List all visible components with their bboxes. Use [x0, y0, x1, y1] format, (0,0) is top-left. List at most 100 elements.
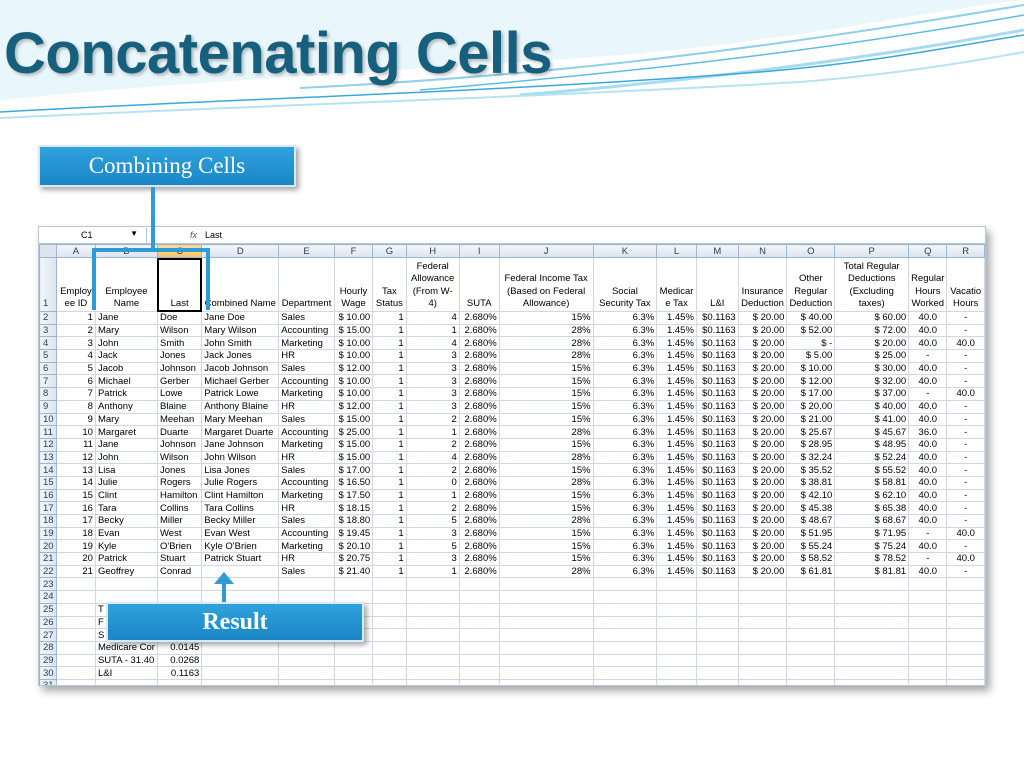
- cell[interactable]: Jones: [156, 463, 203, 477]
- cell[interactable]: $ 20.00: [737, 475, 788, 490]
- cell[interactable]: 6.3%: [592, 425, 658, 439]
- cell[interactable]: Anthony: [94, 399, 158, 414]
- cell[interactable]: Accounting: [278, 323, 335, 338]
- cell[interactable]: [737, 577, 788, 592]
- cell[interactable]: $ 41.00: [834, 412, 910, 427]
- cell[interactable]: 4: [405, 311, 460, 325]
- cell[interactable]: Accounting: [278, 425, 335, 439]
- cell[interactable]: [695, 577, 739, 592]
- cell[interactable]: 2: [55, 323, 96, 338]
- cell[interactable]: [458, 678, 500, 685]
- cell[interactable]: 40.0: [908, 450, 948, 465]
- cell[interactable]: [834, 577, 910, 592]
- cell[interactable]: 14: [55, 475, 96, 490]
- cell[interactable]: 2.680%: [458, 425, 500, 439]
- cell[interactable]: Margaret: [94, 425, 158, 439]
- cell[interactable]: Jane: [94, 311, 158, 325]
- cell[interactable]: $ 20.00: [737, 425, 788, 439]
- column-header-f[interactable]: F: [333, 244, 374, 258]
- cell[interactable]: [908, 653, 948, 668]
- cell[interactable]: Jones: [156, 349, 203, 363]
- cell[interactable]: Johnson: [156, 437, 203, 452]
- cell[interactable]: [737, 640, 788, 655]
- cell[interactable]: Becky: [94, 514, 158, 528]
- header-cell[interactable]: Federal Allowance (From W-4): [405, 257, 460, 312]
- cell[interactable]: 1: [372, 488, 407, 503]
- cell[interactable]: -: [946, 412, 985, 427]
- row-header[interactable]: 18: [39, 514, 57, 528]
- cell[interactable]: 6.3%: [592, 336, 658, 351]
- cell[interactable]: $ 20.00: [737, 437, 788, 452]
- cell[interactable]: $ 25.00: [834, 349, 910, 363]
- cell[interactable]: [946, 590, 985, 604]
- cell[interactable]: Mary: [94, 412, 158, 427]
- cell[interactable]: $ 37.00: [834, 387, 910, 401]
- cell[interactable]: 1.45%: [656, 488, 697, 503]
- cell[interactable]: [908, 590, 948, 604]
- cell[interactable]: [908, 640, 948, 655]
- cell[interactable]: Michael Gerber: [201, 374, 280, 389]
- cell[interactable]: [278, 653, 335, 668]
- cell[interactable]: HR: [278, 552, 335, 566]
- cell[interactable]: L&I: [94, 666, 158, 680]
- cell[interactable]: [834, 653, 910, 668]
- cell[interactable]: [656, 678, 697, 685]
- cell[interactable]: 1.45%: [656, 552, 697, 566]
- cell[interactable]: 1: [372, 437, 407, 452]
- cell[interactable]: [737, 666, 788, 680]
- cell[interactable]: Patrick Lowe: [201, 387, 280, 401]
- cell[interactable]: 2: [405, 437, 460, 452]
- row-header[interactable]: 22: [39, 564, 57, 579]
- cell[interactable]: 15%: [498, 412, 594, 427]
- cell[interactable]: Sales: [278, 514, 335, 528]
- cell[interactable]: $ 35.52: [786, 463, 836, 477]
- cell[interactable]: $ 20.00: [737, 514, 788, 528]
- cell[interactable]: HR: [278, 399, 335, 414]
- cell[interactable]: [55, 653, 96, 668]
- cell[interactable]: 40.0: [946, 552, 985, 566]
- cell[interactable]: [458, 615, 500, 630]
- cell[interactable]: $0.1163: [695, 323, 739, 338]
- cell[interactable]: 1: [372, 463, 407, 477]
- cell[interactable]: Kyle O'Brien: [201, 539, 280, 554]
- cell[interactable]: [498, 615, 594, 630]
- cell[interactable]: [695, 615, 739, 630]
- cell[interactable]: [946, 666, 985, 680]
- cell[interactable]: $0.1163: [695, 450, 739, 465]
- header-cell[interactable]: Federal Income Tax (Based on Federal All…: [498, 257, 594, 312]
- cell[interactable]: [372, 678, 407, 685]
- name-box[interactable]: C1 ▼: [39, 227, 147, 243]
- cell[interactable]: $ 15.00: [333, 437, 374, 452]
- cell[interactable]: [834, 590, 910, 604]
- cell[interactable]: [55, 640, 96, 655]
- cell[interactable]: [786, 640, 836, 655]
- cell[interactable]: $ 21.40: [333, 564, 374, 579]
- cell[interactable]: [201, 666, 280, 680]
- cell[interactable]: $0.1163: [695, 336, 739, 351]
- cell[interactable]: [834, 666, 910, 680]
- cell[interactable]: $0.1163: [695, 501, 739, 515]
- cell[interactable]: [156, 577, 203, 592]
- cell[interactable]: [786, 615, 836, 630]
- cell[interactable]: 6.3%: [592, 552, 658, 566]
- cell[interactable]: 2.680%: [458, 336, 500, 351]
- cell[interactable]: [695, 666, 739, 680]
- cell[interactable]: $ 40.00: [834, 399, 910, 414]
- cell[interactable]: 1: [372, 336, 407, 351]
- cell[interactable]: $ 45.38: [786, 501, 836, 515]
- cell[interactable]: Hamilton: [156, 488, 203, 503]
- cell[interactable]: 1.45%: [656, 475, 697, 490]
- cell[interactable]: 2.680%: [458, 412, 500, 427]
- cell[interactable]: 15: [55, 488, 96, 503]
- cell[interactable]: $ 12.00: [333, 361, 374, 376]
- cell[interactable]: [946, 678, 985, 685]
- cell[interactable]: 1.45%: [656, 374, 697, 389]
- cell[interactable]: 1.45%: [656, 425, 697, 439]
- cell[interactable]: $ 10.00: [333, 311, 374, 325]
- chevron-down-icon[interactable]: ▼: [130, 228, 138, 238]
- row-header[interactable]: 15: [39, 475, 57, 490]
- cell[interactable]: [656, 602, 697, 617]
- header-cell[interactable]: Employ ee ID: [55, 257, 96, 312]
- cell[interactable]: [458, 666, 500, 680]
- cell[interactable]: [405, 602, 460, 617]
